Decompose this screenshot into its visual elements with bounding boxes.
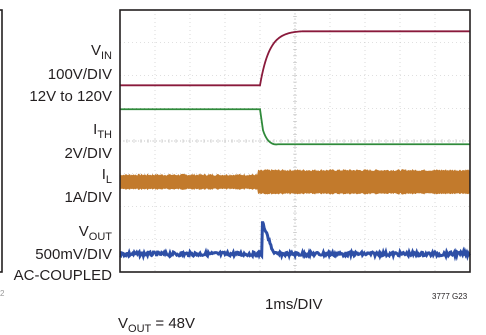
vout-label-sub: OUT xyxy=(88,231,112,243)
test-condition-main: V xyxy=(118,315,129,332)
vout-coupling: AC-COUPLED xyxy=(13,267,112,284)
il-label-sub: L xyxy=(105,174,112,186)
il-label: IL xyxy=(40,166,112,186)
figure-id: 3777 G23 xyxy=(432,292,468,301)
plot-traces xyxy=(119,30,472,262)
il-scale: 1A/DIV xyxy=(64,189,112,206)
ith-trace xyxy=(120,108,470,146)
left-clipped-panel-edge xyxy=(0,9,3,273)
ith-label-sub: TH xyxy=(97,129,112,141)
ith-label-main: I xyxy=(93,121,98,138)
cut-mark: 2 xyxy=(0,289,5,298)
il-label-main: I xyxy=(101,166,106,183)
vin-scale: 100V/DIV xyxy=(47,66,112,83)
vout-scale: 500mV/DIV xyxy=(35,246,112,263)
vout-trace xyxy=(119,221,472,262)
vin-label-sub: IN xyxy=(101,50,112,62)
test-condition-sub: OUT xyxy=(128,323,152,335)
ith-scale: 2V/DIV xyxy=(64,145,112,162)
plot-border xyxy=(119,9,471,273)
vin-trace xyxy=(120,30,471,87)
plot-grid xyxy=(120,10,470,272)
test-condition: VOUT = 48V xyxy=(118,315,196,335)
vin-label: VIN xyxy=(40,42,112,62)
il-trace xyxy=(119,169,471,196)
x-axis-label: 1ms/DIV xyxy=(265,296,323,313)
vout-label-main: V xyxy=(78,223,89,240)
vin-label-main: V xyxy=(90,42,101,59)
vout-label: VOUT xyxy=(40,223,112,243)
vin-range-note: 12V to 120V xyxy=(29,88,112,105)
ith-label: ITH xyxy=(40,121,112,141)
test-condition-rest: = 48V xyxy=(151,315,196,332)
